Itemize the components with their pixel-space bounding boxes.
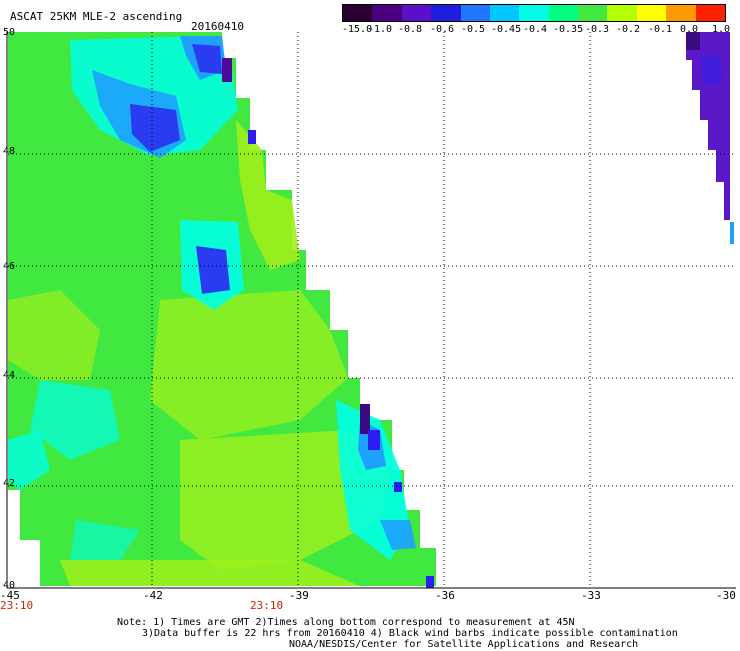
swath-patch-yg2 [150,290,348,440]
swath-patch-blue2 [130,104,180,152]
swath-east-blue [700,56,722,84]
swath-east-dark [686,32,700,50]
note-line-2: 3)Data buffer is 22 hrs from 20160410 4)… [142,628,678,639]
time-label-2: 23:10 [250,599,284,612]
colorbar-segment [489,5,520,21]
colorbar-label: -0.45 [491,24,522,35]
colorbar-label: -0.5 [461,24,486,35]
colorbar-segment [636,5,667,21]
swath-patch-yg5 [60,560,360,586]
lon-label-39: -39 [289,589,309,602]
colorbar [342,4,726,22]
product-date: 20160410 [191,20,244,33]
colorbar-label: -0.2 [616,24,641,35]
colorbar-label: 1.0 [712,24,731,35]
lon-label-42: -42 [143,589,163,602]
colorbar-label: -0.8 [398,24,423,35]
colorbar-label: -0.6 [430,24,455,35]
swath-patch-yg4 [180,430,390,570]
swath-purple-5 [394,482,402,492]
colorbar-label: -0.3 [585,24,610,35]
swath-patch-blue4 [192,44,222,74]
colorbar-label: -0.35 [553,24,584,35]
lat-label-50: 50 [3,27,16,38]
colorbar-label: -1.0 [368,24,393,35]
time-label-1: 23:10 [0,599,34,612]
swath-purple-6 [426,576,434,588]
product-title: ASCAT 25KM MLE-2 ascending [10,10,183,23]
swath-patch-blue7 [380,520,416,550]
colorbar-segment [401,5,432,21]
colorbar-segment [343,5,373,21]
swath-patch-yg1 [236,120,300,270]
swath-purple-1 [222,58,232,82]
colorbar-label: -0.4 [523,24,548,35]
lat-label-40: 40 [3,580,16,591]
swath-purple-2 [248,130,256,144]
note-line-1: Note: 1) Times are GMT 2)Times along bot… [117,617,575,628]
swath-patch-cyan5 [8,430,50,490]
lat-label-42: 42 [3,478,16,489]
lat-label-46: 46 [3,261,16,272]
lat-label-48: 48 [3,146,16,157]
colorbar-segment [695,5,726,21]
grid [8,32,736,588]
colorbar-segment [578,5,608,21]
colorbar-segment [372,5,403,21]
colorbar-label: -0.1 [648,24,673,35]
lat-label-44: 44 [3,370,16,381]
lon-label-30: -30 [716,589,736,602]
swath-purple-3 [360,404,370,434]
colorbar-segment [519,5,550,21]
swath-patch-cyan6 [70,520,140,560]
colorbar-segment [666,5,697,21]
swath-patch-blue5 [196,246,230,294]
colorbar-segment [548,5,579,21]
swath-purple-4 [368,430,380,450]
lon-label-33: -33 [581,589,601,602]
colorbar-segment [460,5,491,21]
lon-label-45: -45 [0,589,20,602]
note-line-3: NOAA/NESDIS/Center for Satellite Applica… [289,639,639,650]
lon-label-36: -36 [435,589,455,602]
colorbar-segment [431,5,462,21]
swath-patch-cyan3 [30,380,120,460]
colorbar-segment [607,5,638,21]
swath-patch-yg3 [8,290,100,380]
colorbar-label: 0.0 [680,24,699,35]
swath-east-cyan [730,222,734,244]
colorbar-label: -15.0 [342,24,373,35]
